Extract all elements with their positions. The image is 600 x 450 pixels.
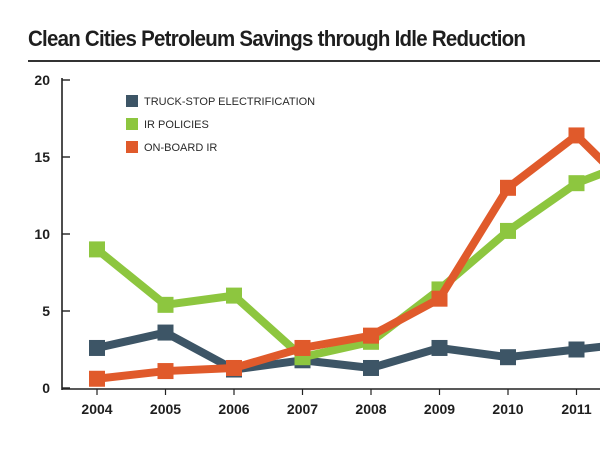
y-tick-label: 5	[42, 303, 50, 319]
legend-item: TRUCK-STOP ELECTRIFICATION	[126, 95, 315, 108]
chart-title: Clean Cities Petroleum Savings through I…	[28, 26, 526, 51]
data-point	[500, 349, 516, 366]
x-tick-label: 2005	[150, 401, 181, 417]
data-point	[294, 339, 311, 356]
data-point	[89, 241, 105, 258]
data-point	[568, 175, 585, 192]
x-tick-label: 2008	[355, 401, 386, 417]
data-point	[226, 287, 242, 304]
x-tick-label: 2006	[218, 401, 249, 417]
data-point	[431, 290, 448, 307]
data-point	[157, 363, 174, 380]
series-lines	[89, 127, 600, 387]
legend-item: ON-BOARD IR	[126, 141, 217, 154]
legend-label: ON-BOARD IR	[144, 142, 217, 154]
data-point	[157, 324, 174, 341]
data-point	[500, 179, 516, 196]
data-point	[431, 339, 448, 356]
legend-label: TRUCK-STOP ELECTRIFICATION	[144, 96, 315, 108]
legend-item: IR POLICIES	[126, 118, 209, 131]
data-point	[89, 370, 105, 387]
data-point	[500, 222, 516, 239]
series-on-board-ir	[89, 127, 600, 387]
data-point	[89, 339, 105, 356]
data-point	[363, 359, 379, 376]
x-tick-label: 2007	[287, 401, 318, 417]
data-point	[363, 327, 379, 344]
legend-swatch	[126, 141, 138, 153]
data-point	[568, 341, 585, 358]
y-axis-ticks: 0 5 10 15 20	[34, 72, 70, 396]
legend-label: IR POLICIES	[144, 119, 209, 131]
x-tick-label: 2011	[561, 401, 592, 417]
series-line-on-board-ir	[96, 131, 600, 383]
y-tick-label: 0	[42, 380, 50, 396]
x-tick-label: 2004	[81, 401, 112, 417]
x-tick-label: 2010	[492, 401, 523, 417]
legend: TRUCK-STOP ELECTRIFICATION IR POLICIES ON-…	[126, 95, 315, 154]
x-axis-ticks: 2004 2005 2006 2007 2008 2009 2010 2011	[81, 389, 592, 417]
legend-swatch	[126, 118, 138, 130]
title-rule	[28, 60, 600, 62]
y-tick-label: 20	[34, 72, 50, 88]
y-tick-label: 10	[34, 226, 50, 242]
legend-swatch	[126, 95, 138, 107]
data-point	[226, 359, 242, 376]
x-tick-label: 2009	[424, 401, 455, 417]
data-point	[568, 127, 585, 144]
data-point	[157, 296, 174, 313]
y-tick-label: 15	[34, 149, 50, 165]
